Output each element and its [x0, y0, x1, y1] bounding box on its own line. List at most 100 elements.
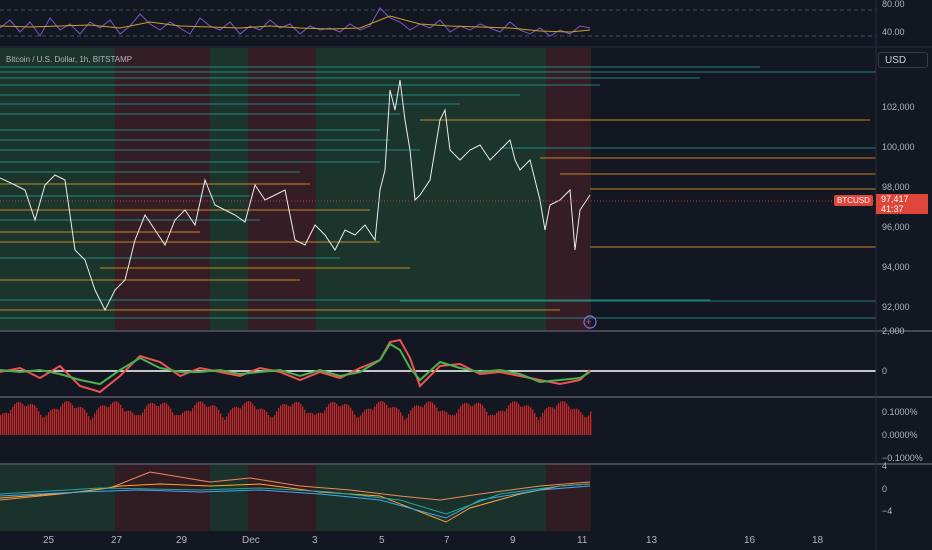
- histogram-bar: [530, 407, 532, 435]
- histogram-bar: [290, 406, 292, 435]
- histogram-bar: [210, 405, 212, 435]
- svg-text:+: +: [586, 317, 591, 327]
- histogram-bar: [224, 419, 226, 435]
- histogram-bar: [326, 406, 328, 435]
- histogram-bar: [202, 402, 204, 435]
- histogram-bar: [10, 410, 12, 435]
- histogram-bar: [466, 402, 468, 435]
- histogram-bar: [162, 402, 164, 435]
- time-axis-label: 27: [111, 535, 123, 546]
- histogram-bar: [130, 411, 132, 435]
- histogram-bar: [520, 406, 522, 435]
- add-alert-icon[interactable]: [583, 315, 597, 329]
- histogram-bar: [268, 414, 270, 435]
- histogram-bar: [588, 415, 590, 435]
- histogram-bar: [62, 403, 64, 435]
- histogram-bar: [92, 417, 94, 435]
- histogram-bar: [98, 407, 100, 435]
- session-shading: [0, 48, 591, 330]
- histogram-bar: [288, 405, 290, 435]
- histogram-bar: [226, 416, 228, 435]
- histogram-bar: [480, 403, 482, 435]
- histogram-bar: [246, 401, 248, 435]
- histogram-bar: [212, 405, 214, 435]
- histogram-bar: [30, 403, 32, 435]
- histogram-bar: [70, 402, 72, 435]
- histogram-bar: [368, 408, 370, 435]
- histogram-bar: [164, 402, 166, 435]
- histogram-bar: [324, 410, 326, 435]
- percent-histogram: [0, 401, 592, 435]
- histogram-bar: [0, 415, 2, 435]
- histogram-bar: [160, 404, 162, 435]
- histogram-bar: [174, 415, 176, 435]
- currency-button[interactable]: USD: [878, 52, 928, 68]
- histogram-bar: [192, 408, 194, 435]
- histogram-bar: [278, 407, 280, 435]
- histogram-bar: [560, 401, 562, 435]
- histogram-bar: [204, 404, 206, 435]
- symbol-title: Bitcoin / U.S. Dollar, 1h, BITSTAMP: [6, 55, 133, 64]
- histogram-bar: [294, 402, 296, 435]
- histogram-bar: [190, 411, 192, 435]
- histogram-bar: [236, 406, 238, 435]
- time-axis-label: 16: [744, 535, 756, 546]
- histogram-bar: [20, 402, 22, 435]
- histogram-bar: [496, 412, 498, 435]
- histogram-bar: [338, 405, 340, 435]
- histogram-bar: [440, 410, 442, 435]
- histogram-bar: [346, 404, 348, 435]
- histogram-bar: [264, 409, 266, 435]
- histogram-bar: [506, 408, 508, 435]
- histogram-bar: [374, 406, 376, 435]
- last-price-tag: 97,417 41:37: [876, 194, 928, 214]
- histogram-bar: [134, 414, 136, 435]
- histogram-bar: [546, 408, 548, 435]
- histogram-bar: [334, 402, 336, 435]
- histogram-bar: [302, 406, 304, 435]
- histogram-bar: [122, 407, 124, 435]
- histogram-bar: [248, 401, 250, 435]
- histogram-bar: [562, 401, 564, 435]
- price-axis-label: 96,000: [882, 222, 910, 232]
- histogram-bar: [446, 412, 448, 435]
- histogram-bar: [158, 405, 160, 435]
- histogram-bar: [22, 403, 24, 435]
- histogram-bar: [298, 402, 300, 435]
- histogram-bar: [244, 402, 246, 435]
- histogram-bar: [156, 405, 158, 435]
- price-series: [0, 79, 591, 312]
- histogram-bar: [590, 411, 592, 435]
- histogram-bar: [352, 410, 354, 435]
- time-axis-label: 9: [510, 535, 516, 546]
- time-axis-label: 18: [812, 535, 824, 546]
- histogram-bar: [416, 405, 418, 435]
- histogram-bar: [504, 411, 506, 435]
- histogram-bar: [280, 405, 282, 435]
- histogram-bar: [550, 406, 552, 435]
- histogram-bar: [578, 409, 580, 435]
- histogram-bar: [384, 402, 386, 435]
- histogram-bar: [8, 413, 10, 435]
- level-lines: [0, 66, 876, 319]
- rsi-line: [0, 7, 591, 37]
- z-axis-label: 0: [882, 484, 888, 494]
- histogram-bar: [548, 406, 550, 435]
- pct-axis-label: −0.1000%: [882, 453, 923, 463]
- histogram-bar: [576, 408, 578, 435]
- histogram-bar: [124, 411, 126, 435]
- bar-countdown: 41:37: [881, 204, 904, 214]
- histogram-bar: [40, 414, 42, 435]
- histogram-bar: [396, 407, 398, 435]
- histogram-bar: [198, 401, 200, 435]
- histogram-bar: [44, 417, 46, 435]
- histogram-bar: [82, 407, 84, 435]
- histogram-bar: [108, 407, 110, 435]
- histogram-bar: [542, 413, 544, 435]
- histogram-bar: [304, 409, 306, 435]
- histogram-bar: [170, 408, 172, 435]
- time-axis-label: 25: [43, 535, 55, 546]
- histogram-bar: [498, 411, 500, 435]
- histogram-bar: [358, 417, 360, 435]
